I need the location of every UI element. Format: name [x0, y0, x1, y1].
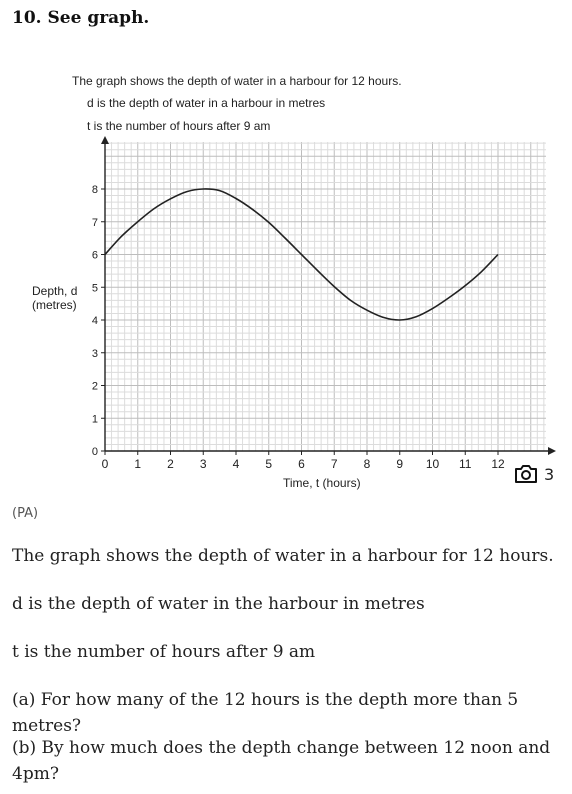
- x-axis-label: Time, t (hours): [283, 476, 361, 490]
- x-tick-label: 4: [233, 457, 240, 471]
- x-tick-label: 11: [459, 457, 472, 471]
- x-tick-label: 2: [167, 457, 174, 471]
- y-axis-label-part-2: (metres): [32, 298, 77, 312]
- chart-axes: [101, 136, 556, 455]
- y-tick-label: 5: [92, 282, 98, 294]
- question-a: (a) For how many of the 12 hours is the …: [12, 690, 519, 736]
- x-tick-label: 5: [265, 457, 272, 471]
- y-tick-label: 4: [92, 315, 98, 327]
- paragraph-1: The graph shows the depth of water in a …: [12, 546, 554, 566]
- camera-icon: [515, 465, 537, 483]
- image-credit: (PA): [12, 506, 39, 521]
- paragraph-2: d is the depth of water in the harbour i…: [12, 594, 425, 614]
- y-tick-label: 7: [92, 217, 98, 229]
- x-tick-label: 1: [134, 457, 141, 471]
- y-tick-label: 1: [92, 413, 98, 425]
- chart-grid: [104, 142, 546, 452]
- figure-line-2: d is the depth of water in a harbour in …: [87, 96, 325, 110]
- x-tick-label: 3: [200, 457, 207, 471]
- x-tick-label: 0: [102, 457, 109, 471]
- figure-line-3: t is the number of hours after 9 am: [87, 119, 270, 133]
- x-tick-label: 8: [364, 457, 371, 471]
- photo-count: 3: [544, 464, 555, 484]
- y-tick-label: 8: [92, 184, 98, 196]
- figure-line-1: The graph shows the depth of water in a …: [72, 74, 402, 88]
- photo-gallery-button[interactable]: 3: [514, 462, 564, 486]
- x-tick-label: 7: [331, 457, 338, 471]
- x-tick-label: 10: [426, 457, 440, 471]
- x-tick-label: 12: [491, 457, 505, 471]
- y-axis-label-part-1: Depth, d: [32, 284, 77, 298]
- question-heading: 10. See graph.: [12, 8, 150, 28]
- y-tick-label: 2: [92, 381, 98, 393]
- chart-series: [104, 188, 499, 321]
- question-b: (b) By how much does the depth change be…: [12, 738, 551, 784]
- paragraph-3: t is the number of hours after 9 am: [12, 642, 316, 662]
- depth-curve-line: [104, 188, 499, 321]
- graph-figure: The graph shows the depth of water in a …: [12, 64, 560, 496]
- x-axis-arrow: [548, 447, 556, 455]
- y-tick-label: 0: [92, 446, 98, 458]
- x-tick-label: 6: [298, 457, 305, 471]
- x-tick-label: 9: [396, 457, 403, 471]
- y-axis-arrow: [101, 136, 109, 144]
- y-tick-label: 6: [92, 250, 98, 262]
- y-tick-label: 3: [92, 348, 98, 360]
- depth-time-chart: The graph shows the depth of water in a …: [32, 74, 556, 490]
